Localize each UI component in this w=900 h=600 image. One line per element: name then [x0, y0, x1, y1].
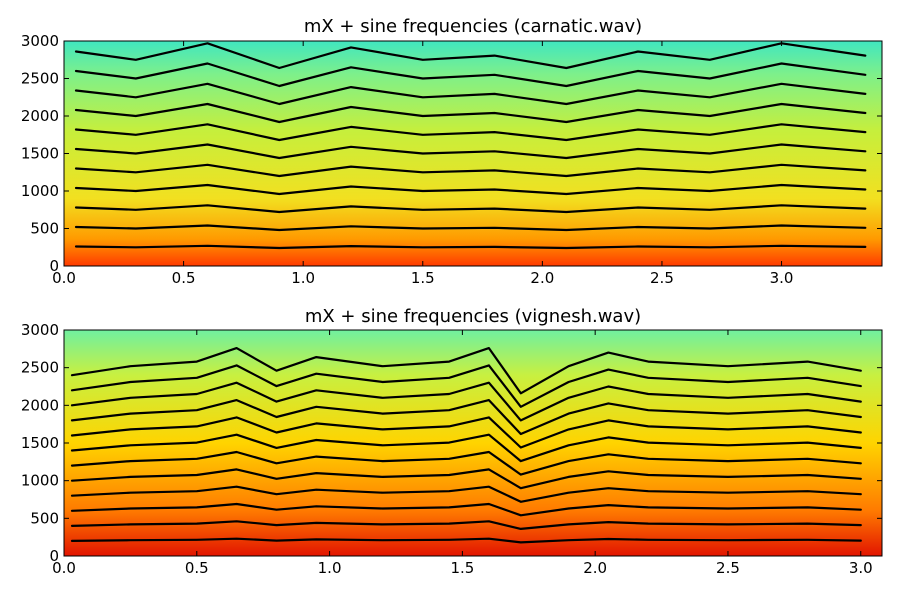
sine-track [74, 163, 867, 178]
y-tick-label: 1500 [21, 434, 59, 452]
sine-tracks [74, 42, 867, 250]
y-tick-label: 3000 [21, 32, 59, 50]
x-axis: 0.0 0.5 1.0 1.5 2.0 2.5 3.0 [52, 41, 793, 287]
sine-track [74, 62, 867, 88]
sine-track [70, 537, 862, 544]
x-tick-label: 2.5 [716, 559, 740, 577]
x-tick-label: 1.0 [291, 269, 315, 287]
y-tick-label: 3000 [21, 321, 59, 339]
sine-track [74, 244, 867, 250]
sine-track [70, 381, 862, 422]
y-tick-label: 2500 [21, 70, 59, 88]
y-tick-label: 2000 [21, 107, 59, 125]
x-tick-label: 2.0 [530, 269, 554, 287]
x-tick-label: 0.5 [185, 559, 209, 577]
chart-title: mX + sine frequencies (carnatic.wav) [304, 16, 642, 37]
sine-track [74, 143, 867, 160]
chart-title: mX + sine frequencies (vignesh.wav) [305, 306, 641, 327]
sine-track [70, 485, 862, 503]
sine-track [70, 520, 862, 530]
sine-track [74, 42, 867, 70]
x-tick-label: 2.0 [583, 559, 607, 577]
y-axis: 0 500 1000 1500 2000 2500 3000 [21, 32, 882, 275]
x-tick-label: 2.5 [650, 269, 674, 287]
x-tick-label: 1.0 [318, 559, 342, 577]
y-tick-label: 0 [49, 547, 59, 565]
y-tick-label: 2500 [21, 359, 59, 377]
sine-track [74, 204, 867, 214]
sine-track [70, 450, 862, 476]
sine-track [74, 123, 867, 142]
sine-track [70, 416, 862, 449]
x-axis: 0.0 0.5 1.0 1.5 2.0 2.5 3.0 [52, 330, 873, 577]
y-tick-label: 1000 [21, 472, 59, 490]
y-tick-label: 500 [30, 509, 59, 527]
sine-track [70, 347, 862, 395]
sine-tracks [70, 347, 862, 544]
sine-track [74, 183, 867, 196]
y-tick-label: 500 [30, 220, 59, 238]
sine-track [70, 364, 862, 408]
spectrogram-background [64, 41, 882, 266]
sine-track [74, 224, 867, 232]
y-tick-label: 1000 [21, 182, 59, 200]
sine-track [74, 82, 867, 106]
x-tick-label: 0.0 [52, 559, 76, 577]
chart-carnatic: mX + sine frequencies (carnatic.wav) 0.0… [21, 16, 883, 287]
sine-track [70, 399, 862, 436]
y-tick-label: 0 [49, 257, 59, 275]
x-tick-label: 0.5 [172, 269, 196, 287]
chart-vignesh: mX + sine frequencies (vignesh.wav) 0.0 0… [21, 306, 883, 577]
y-tick-label: 2000 [21, 396, 59, 414]
x-tick-label: 3.0 [770, 269, 794, 287]
sine-track [70, 433, 862, 463]
x-tick-label: 3.0 [849, 559, 873, 577]
y-tick-label: 1500 [21, 145, 59, 163]
sine-track [70, 468, 862, 490]
sine-track [74, 102, 867, 124]
x-tick-label: 0.0 [52, 269, 76, 287]
sine-track [70, 502, 862, 517]
x-tick-label: 1.5 [450, 559, 474, 577]
y-axis: 0 500 1000 1500 2000 2500 3000 [21, 321, 882, 565]
x-tick-label: 1.5 [411, 269, 435, 287]
